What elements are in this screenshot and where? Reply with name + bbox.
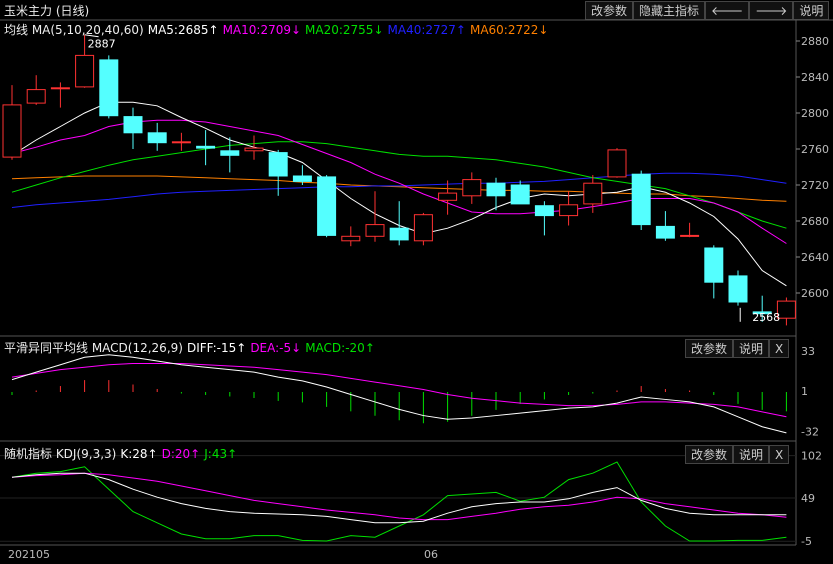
ma40-line [11, 172, 787, 208]
y-tick-label: 2640 [801, 251, 829, 264]
kdj-y-tick: 49 [801, 492, 815, 505]
macd-y-tick: -32 [801, 426, 819, 439]
candle-body [559, 204, 579, 217]
low-price-label: 2568 [752, 311, 780, 324]
candle-body [583, 182, 603, 205]
y-tick-label: 2720 [801, 179, 829, 192]
d-line [11, 472, 787, 521]
candle-body [147, 132, 167, 144]
dea-value: DEA:-5↓ [250, 341, 302, 355]
candle-body [534, 205, 554, 217]
candle-body [486, 182, 506, 197]
kdj-toolbar: 改参数 说明 X [685, 445, 790, 464]
ma60-line [11, 175, 787, 202]
ma60-value: MA60:2722↓ [469, 23, 549, 37]
candle-body [75, 54, 95, 88]
candle-body [365, 224, 385, 237]
candle-body [655, 225, 675, 239]
kdj-close-button[interactable]: X [769, 445, 790, 464]
candle-body [607, 149, 627, 178]
ma10-value: MA10:2709↓ [222, 23, 302, 37]
candle-body [510, 184, 530, 205]
ma-legend: 均线 MA(5,10,20,40,60) MA5:2685↑ MA10:2709↓ M… [4, 21, 552, 38]
candle-body [50, 87, 70, 90]
instrument-title: 玉米主力 (日线) [4, 4, 90, 18]
ma5-value: MA5:2685↑ [147, 23, 219, 37]
x-label-june: 06 [424, 548, 438, 561]
candle-body [752, 311, 772, 315]
candle-body [631, 173, 651, 226]
high-marker [84, 34, 99, 38]
macd-legend: 平滑异同平均线 MACD(12,26,9) DIFF:-15↑ DEA:-5↓ MAC… [4, 339, 379, 356]
candle-body [341, 235, 361, 242]
y-tick-label: 2800 [801, 107, 829, 120]
kdj-label: 随机指标 KDJ(9,3,3) [4, 447, 117, 461]
macd-value: MACD:-20↑ [305, 341, 375, 355]
kdj-legend: 随机指标 KDJ(9,3,3) K:28↑ D:20↑ J:43↑ [4, 445, 241, 462]
ma-label: 均线 MA(5,10,20,40,60) [4, 23, 144, 37]
dea-line [11, 362, 787, 418]
diff-line [11, 354, 787, 434]
candle-body [704, 247, 724, 283]
macd-close-button[interactable]: X [769, 339, 790, 358]
ma40-value: MA40:2727↑ [387, 23, 466, 37]
candle-body [171, 141, 191, 144]
y-tick-label: 2760 [801, 143, 829, 156]
ma20-line [11, 141, 787, 229]
candle-body [317, 176, 337, 236]
candle-body [2, 104, 22, 158]
candle-body [220, 150, 240, 156]
diff-value: DIFF:-15↑ [186, 341, 247, 355]
y-tick-label: 2840 [801, 71, 829, 84]
candle-body [123, 116, 143, 134]
candle-body [196, 145, 216, 149]
kdj-help-button[interactable]: 说明 [733, 445, 770, 464]
high-price-label: 2887 [88, 38, 116, 51]
k-line [11, 472, 787, 524]
j-value: J:43↑ [204, 447, 238, 461]
candle-body [728, 275, 748, 303]
candle-body [244, 147, 264, 152]
candle-body [680, 234, 700, 237]
macd-help-button[interactable]: 说明 [733, 339, 770, 358]
candle-body [462, 179, 482, 197]
candle-body [99, 59, 119, 117]
candle-body [292, 175, 312, 182]
kdj-y-tick: -5 [801, 535, 812, 548]
k-value: K:28↑ [120, 447, 158, 461]
candle-body [776, 300, 796, 319]
x-label-start: 202105 [8, 548, 50, 561]
candle-body [389, 227, 409, 241]
macd-params-button[interactable]: 改参数 [685, 339, 734, 358]
candle-body [268, 152, 288, 177]
macd-y-tick: 33 [801, 345, 815, 358]
kdj-params-button[interactable]: 改参数 [685, 445, 734, 464]
candle-body [413, 214, 433, 242]
y-tick-label: 2680 [801, 215, 829, 228]
macd-y-tick: 1 [801, 385, 808, 398]
j-line [11, 461, 787, 542]
candle-body [26, 89, 46, 104]
y-tick-label: 2600 [801, 287, 829, 300]
macd-label: 平滑异同平均线 MACD(12,26,9) [4, 341, 183, 355]
macd-toolbar: 改参数 说明 X [685, 339, 790, 358]
y-tick-label: 2880 [801, 35, 829, 48]
kdj-y-tick: 102 [801, 450, 822, 463]
candle-body [438, 192, 458, 201]
d-value: D:20↑ [161, 447, 201, 461]
ma20-value: MA20:2755↓ [305, 23, 384, 37]
